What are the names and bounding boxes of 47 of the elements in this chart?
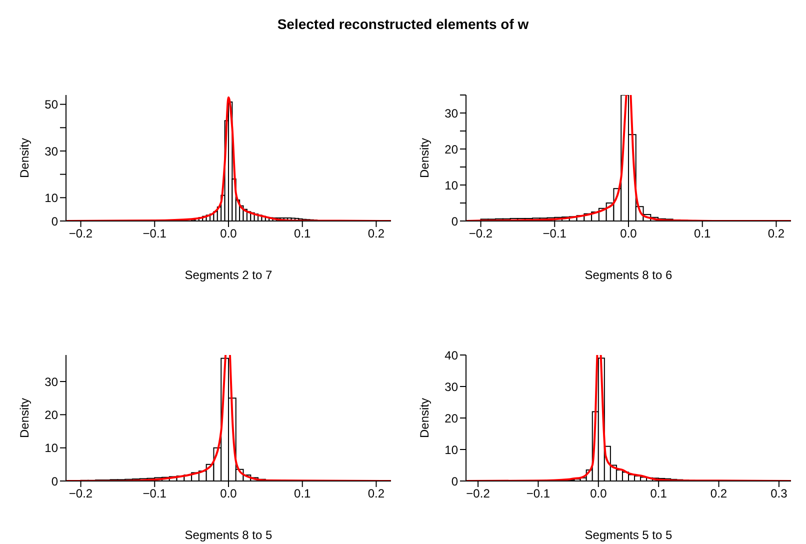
x-tick-label: 0.0 <box>220 226 238 241</box>
y-tick-label: 30 <box>444 106 458 120</box>
y-tick-label: 0 <box>51 214 58 228</box>
x-tick-label: −0.1 <box>526 486 550 501</box>
y-tick-label: 50 <box>44 98 58 112</box>
x-tick-label: 0.2 <box>710 486 728 501</box>
y-tick-label: 30 <box>44 374 58 389</box>
y-tick-label: 20 <box>444 411 458 426</box>
x-tick-label: 0.1 <box>650 486 668 501</box>
y-axis-title: Density <box>17 398 32 438</box>
x-tick-label: −0.1 <box>142 226 167 241</box>
x-tick-label: 0.0 <box>590 486 608 501</box>
x-tick-label: −0.1 <box>142 486 167 501</box>
x-tick-label: −0.2 <box>68 226 93 241</box>
x-axis-title: Segments 8 to 6 <box>584 268 673 282</box>
x-axis-title: Segments 5 to 5 <box>584 528 673 542</box>
x-tick-label: 0.0 <box>620 226 638 241</box>
y-tick-label: 30 <box>44 144 58 158</box>
y-tick-label: 20 <box>44 408 58 422</box>
x-tick-label: 0.1 <box>694 226 712 241</box>
y-tick-label: 10 <box>444 178 458 192</box>
y-tick-label: 10 <box>44 441 58 456</box>
x-tick-label: −0.2 <box>468 226 493 241</box>
y-tick-label: 10 <box>44 190 58 205</box>
x-tick-label: 0.1 <box>294 486 312 501</box>
y-tick-label: 20 <box>444 142 458 156</box>
y-tick-label: 30 <box>444 380 458 394</box>
x-tick-label: 0.0 <box>220 486 238 501</box>
y-axis-title: Density <box>17 138 32 178</box>
y-axis-title: Density <box>417 138 432 178</box>
x-tick-label: 0.2 <box>368 226 385 241</box>
y-tick-label: 10 <box>444 442 458 457</box>
chart-title: Selected reconstructed elements of w <box>276 16 530 32</box>
y-tick-label: 40 <box>444 348 458 362</box>
x-axis-title: Segments 8 to 5 <box>184 528 273 542</box>
y-tick-label: 0 <box>451 214 458 228</box>
x-tick-label: −0.2 <box>68 486 93 501</box>
x-tick-label: 0.2 <box>368 486 385 501</box>
x-tick-label: 0.2 <box>768 226 785 241</box>
x-tick-label: 0.1 <box>294 226 312 241</box>
y-tick-label: 0 <box>51 474 58 488</box>
x-tick-label: −0.1 <box>542 226 567 241</box>
x-tick-label: 0.3 <box>770 486 788 501</box>
x-tick-label: −0.2 <box>466 486 490 501</box>
y-tick-label: 0 <box>451 474 458 488</box>
x-axis-title: Segments 2 to 7 <box>184 268 273 282</box>
y-axis-title: Density <box>417 398 432 438</box>
